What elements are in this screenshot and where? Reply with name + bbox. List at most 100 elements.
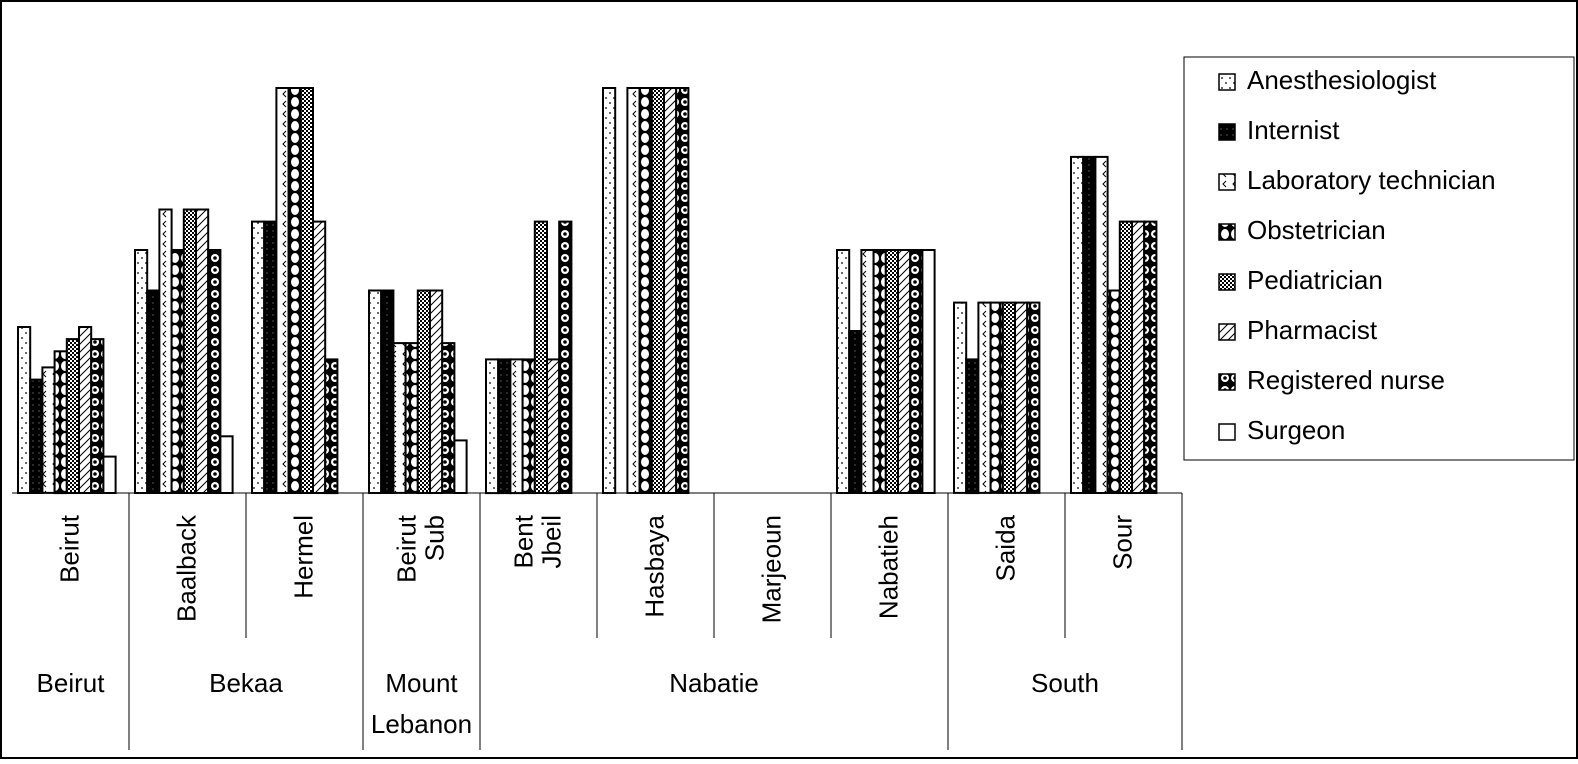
bar-hasbaya-obstetrician <box>638 87 653 494</box>
bar-sour-registered-nurse <box>1143 220 1158 494</box>
bar-baalback-pharmacist <box>195 208 210 494</box>
bar-hermel-internist <box>263 220 278 494</box>
bar-beirut-surgeon <box>102 455 117 495</box>
group-label-bekaa: Bekaa <box>209 668 283 698</box>
group-label-nabatie: Nabatie <box>669 668 759 698</box>
bar-hermel-anesthesiologist <box>251 220 266 494</box>
legend-swatch-anesthesiologist <box>1218 73 1236 91</box>
bar-baalback-pediatrician <box>182 208 198 494</box>
district-label-bent-jbeil: Bent <box>509 514 539 568</box>
legend-swatch-pharmacist <box>1218 323 1236 341</box>
legend-label-laboratory-technician: Laboratory technician <box>1247 165 1496 195</box>
legend-label-registered-nurse: Registered nurse <box>1247 365 1445 395</box>
bar-hasbaya-registered-nurse <box>675 87 690 494</box>
bar-beirut-sub-anesthesiologist <box>368 289 383 494</box>
legend-box <box>1183 56 1575 461</box>
bar-saida-obstetrician <box>989 301 1004 494</box>
legend: Anesthesiologist Internist Laboratory tech… <box>1183 56 1575 461</box>
bar-nabatieh-laboratory-technician <box>860 249 875 494</box>
bar-nabatieh-internist <box>848 330 863 494</box>
bar-sour-pharmacist <box>1131 220 1146 494</box>
bar-nabatieh-anesthesiologist <box>836 249 851 494</box>
bar-saida-pediatrician <box>1001 301 1016 494</box>
bar-baalback-registered-nurse <box>207 249 222 494</box>
bar-hermel-pharmacist <box>312 220 327 494</box>
legend-swatch-obstetrician <box>1218 223 1236 241</box>
bar-beirut-sub-obstetrician <box>404 342 419 494</box>
bar-beirut-pediatrician <box>65 338 81 494</box>
bar-bent-jbeil-obstetrician <box>521 358 536 495</box>
bar-nabatieh-surgeon <box>921 249 936 494</box>
bar-hermel-pediatrician <box>299 87 314 494</box>
bar-baalback-anesthesiologist <box>134 249 149 494</box>
legend-swatch-laboratory-technician <box>1218 173 1236 191</box>
bar-baalback-obstetrician <box>170 249 185 494</box>
district-label-hermel: Hermel <box>289 515 319 599</box>
bar-beirut-registered-nurse <box>90 338 105 494</box>
legend-label-obstetrician: Obstetrician <box>1247 215 1386 245</box>
legend-swatch-internist <box>1218 123 1236 141</box>
bar-sour-obstetrician <box>1106 289 1121 494</box>
bar-bent-jbeil-registered-nurse <box>558 220 573 494</box>
bar-sour-laboratory-technician <box>1094 155 1109 494</box>
group-label-beirut: Beirut <box>37 668 106 698</box>
bar-hermel-obstetrician <box>287 87 302 494</box>
bar-saida-internist <box>965 358 980 495</box>
group-label-south: South <box>1031 668 1099 698</box>
district-label-nabatieh: Nabatieh <box>874 515 904 619</box>
group-label-mount-lebanon: Lebanon <box>371 709 472 739</box>
bar-saida-pharmacist <box>1014 301 1029 494</box>
bar-nabatieh-pediatrician <box>884 249 899 494</box>
legend-label-pediatrician: Pediatrician <box>1247 265 1383 295</box>
district-label-beirut: Beirut <box>55 514 85 583</box>
bar-beirut-sub-surgeon <box>453 439 468 494</box>
bar-baalback-internist <box>146 289 161 494</box>
district-label-bent-jbeil: Jbeil <box>537 515 567 568</box>
legend-swatch-registered-nurse <box>1218 373 1236 391</box>
district-label-marjeoun: Marjeoun <box>757 515 787 623</box>
bar-hasbaya-pediatrician <box>650 87 665 494</box>
district-label-hasbaya: Hasbaya <box>640 514 670 617</box>
bar-hasbaya-laboratory-technician <box>626 87 641 494</box>
bar-beirut-sub-pharmacist <box>429 289 444 494</box>
bar-baalback-laboratory-technician <box>158 208 173 494</box>
legend-label-internist: Internist <box>1247 115 1340 145</box>
bar-beirut-sub-pediatrician <box>416 289 431 494</box>
bar-baalback-surgeon <box>219 435 234 494</box>
bar-beirut-sub-registered-nurse <box>441 342 456 494</box>
legend-swatch-surgeon <box>1218 423 1236 441</box>
bar-nabatieh-registered-nurse <box>909 249 924 494</box>
district-label-sour: Sour <box>1108 515 1138 570</box>
legend-label-surgeon: Surgeon <box>1247 415 1345 445</box>
legend-label-anesthesiologist: Anesthesiologist <box>1247 65 1437 95</box>
bar-hermel-registered-nurse <box>324 358 339 495</box>
bar-beirut-sub-laboratory-technician <box>392 342 407 494</box>
bar-hermel-laboratory-technician <box>275 87 290 494</box>
bar-beirut-anesthesiologist <box>17 326 32 494</box>
bars-layer <box>17 87 1158 495</box>
bar-saida-laboratory-technician <box>977 301 992 494</box>
bar-nabatieh-obstetrician <box>872 249 887 494</box>
bar-beirut-laboratory-technician <box>41 366 56 494</box>
legend-swatch-pediatrician <box>1218 273 1236 291</box>
bar-beirut-obstetrician <box>53 350 68 495</box>
bar-bent-jbeil-anesthesiologist <box>485 358 500 495</box>
bar-bent-jbeil-pharmacist <box>546 358 561 495</box>
bar-bent-jbeil-laboratory-technician <box>509 358 524 495</box>
bar-hasbaya-anesthesiologist <box>602 87 617 494</box>
group-label-mount-lebanon: Mount <box>385 668 458 698</box>
bar-sour-internist <box>1082 155 1097 494</box>
district-label-beirut-sub: Beirut <box>392 514 422 583</box>
bar-bent-jbeil-internist <box>497 358 512 495</box>
bar-saida-anesthesiologist <box>953 301 968 494</box>
bar-sour-pediatrician <box>1118 220 1134 494</box>
bar-bent-jbeil-pediatrician <box>533 220 548 494</box>
district-label-beirut-sub: Sub <box>420 515 450 561</box>
bar-saida-registered-nurse <box>1026 301 1041 494</box>
district-label-saida: Saida <box>991 514 1021 581</box>
bar-nabatieh-pharmacist <box>897 249 912 494</box>
legend-label-pharmacist: Pharmacist <box>1247 315 1378 345</box>
